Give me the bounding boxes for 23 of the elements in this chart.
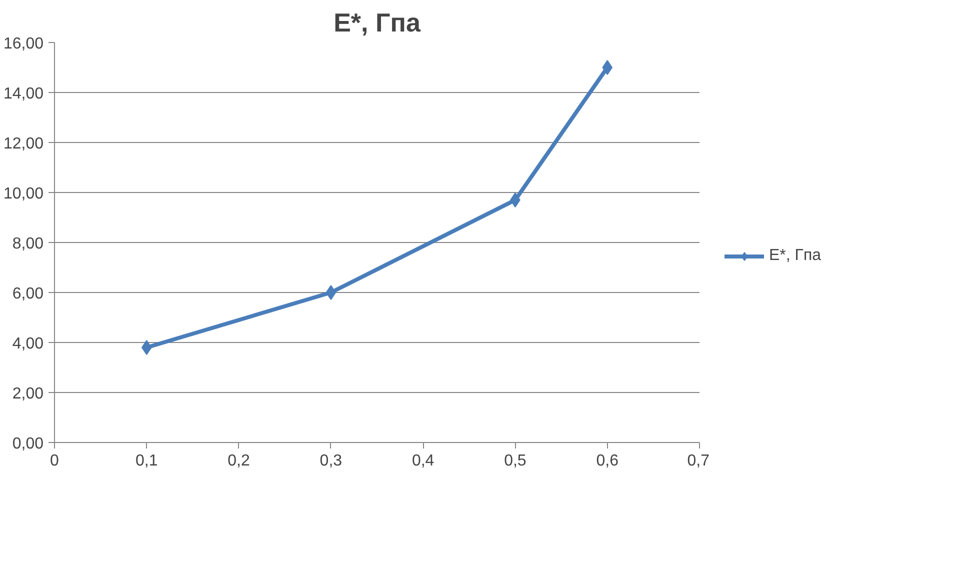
point	[510, 192, 520, 208]
x-tick-label: 0,5	[504, 452, 526, 470]
x-tick-label: 0,6	[596, 452, 619, 470]
x-tick-label: 0,1	[136, 452, 158, 470]
y-tick-label: 10,00	[3, 186, 44, 202]
y-tick-label: 6,00	[12, 286, 44, 302]
y-tick-label: 12,00	[3, 136, 44, 152]
x-tick-label: 0,4	[412, 452, 434, 470]
chart-title: E*, Гпа	[334, 8, 421, 38]
y-tick-label: 2,00	[12, 386, 44, 402]
x-tick-label: 0,2	[228, 452, 250, 470]
point	[141, 340, 152, 355]
x-tick-label: 0,3	[320, 452, 342, 470]
x-tick-label: 0	[50, 452, 60, 470]
y-tick-label: 8,00	[12, 236, 44, 252]
x-tick-label: 0,7	[687, 452, 710, 470]
y-tick-label: 14,00	[3, 86, 44, 102]
y-tick-label: 0,00	[12, 436, 44, 452]
legend-label: E*, Гпа	[769, 247, 822, 265]
point	[602, 60, 613, 75]
point	[326, 285, 336, 300]
y-tick-label: 16,00	[3, 36, 44, 52]
y-tick-label: 4,00	[12, 336, 44, 352]
